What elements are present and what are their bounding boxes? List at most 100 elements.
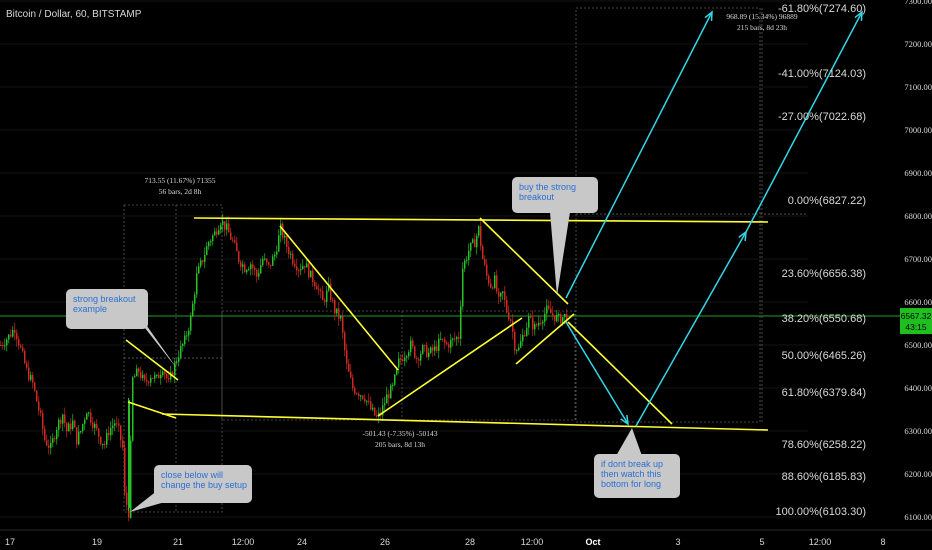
trendline [377,317,523,417]
candle-body [400,358,402,360]
candle-body [524,334,526,336]
candle-body [228,223,230,233]
candle-body [328,283,330,291]
y-tick-label: 6800.00 [904,211,932,221]
candle-body [498,291,500,297]
candle-body [542,321,544,324]
candle-body [550,308,552,314]
candle-body [222,221,224,225]
candle-body [552,313,554,316]
candle-body [564,313,566,318]
candle-body [258,273,260,277]
candle-body [14,329,16,333]
fib-label: -41.00%(7124.03) [778,68,866,80]
candle-body [456,337,458,340]
y-tick-label: 6500.00 [904,340,932,350]
candle-body [296,266,298,271]
candle-body [302,265,304,270]
fib-label: 50.00%(6465.26) [782,350,866,362]
candle-body [452,338,454,340]
candle-body [458,337,460,339]
y-tick-label: 7200.00 [904,39,932,49]
candle-body [540,322,542,324]
candle-body [298,270,300,272]
candle-body [10,334,12,337]
candle-body [384,403,386,406]
candle-body [58,419,60,430]
fib-label: 100.00%(6103.30) [775,506,866,518]
candle-body [352,377,354,389]
candle-body [500,293,502,297]
candle-body [280,223,282,236]
candle-body [148,381,150,383]
candle-body [230,232,232,240]
candle-body [254,268,256,270]
candle-body [62,414,64,424]
candle-body [202,260,204,262]
candle-body [96,424,98,429]
candle-body [22,347,24,352]
x-tick-label: 19 [92,537,102,547]
candle-body [134,376,136,378]
x-tick-label: 12:00 [521,537,544,547]
candle-body [490,283,492,288]
x-tick-label: 12:00 [809,537,832,547]
candle-body [38,401,40,411]
measurement-label: 968.89 (15.34%) 96889 215 bars, 8d 23h [726,12,797,32]
trendline [515,313,575,365]
measurement-bars: 56 bars, 2d 8h [159,187,202,196]
y-tick-label: 6300.00 [904,426,932,436]
candle-body [204,254,206,262]
trendline [161,413,769,431]
y-tick-label: 6600.00 [904,297,932,307]
candle-body [278,235,280,252]
candle-body [92,422,94,428]
candle-body [208,242,210,247]
candle-body [516,349,518,351]
candle-body [358,393,360,397]
candle-body [454,338,456,340]
candle-body [314,282,316,287]
candle-body [562,317,564,323]
measurement-boxes [123,7,808,513]
candle-body [434,346,436,351]
annotation-box [154,465,252,503]
candle-body [82,423,84,432]
candle-body [548,305,550,309]
candle-body [138,368,140,373]
candle-body [78,431,80,445]
candle-body [144,374,146,381]
candle-body [74,420,76,428]
annotation-text: breakout [519,192,555,202]
candle-body [50,442,52,448]
candle-body [224,221,226,230]
candle-body [18,339,20,346]
candle-body [242,264,244,267]
candle-body [338,308,340,319]
candle-body [6,339,8,346]
breakout-projection-arrow-head [704,10,713,22]
candle-body [424,345,426,347]
target-projection-arrow [745,11,863,233]
candle-body [360,395,362,397]
candle-body [392,384,394,386]
measurement-bars: 215 bars, 8d 23h [737,23,787,32]
candle-body [162,371,164,375]
candle-body [248,269,250,271]
candle-body [396,367,398,375]
candle-body [36,390,38,402]
candle-body [304,265,306,268]
candle-body [288,247,290,255]
candle-body [24,351,26,364]
candle-body [100,436,102,445]
trendline [279,225,399,371]
candle-body [198,266,200,274]
candle-body [112,425,114,429]
annotation-text: then watch this [601,469,662,479]
candle-body [252,264,254,269]
candle-body [448,344,450,348]
candle-body [26,363,28,368]
candle-body [508,312,510,320]
candle-body [156,374,158,376]
